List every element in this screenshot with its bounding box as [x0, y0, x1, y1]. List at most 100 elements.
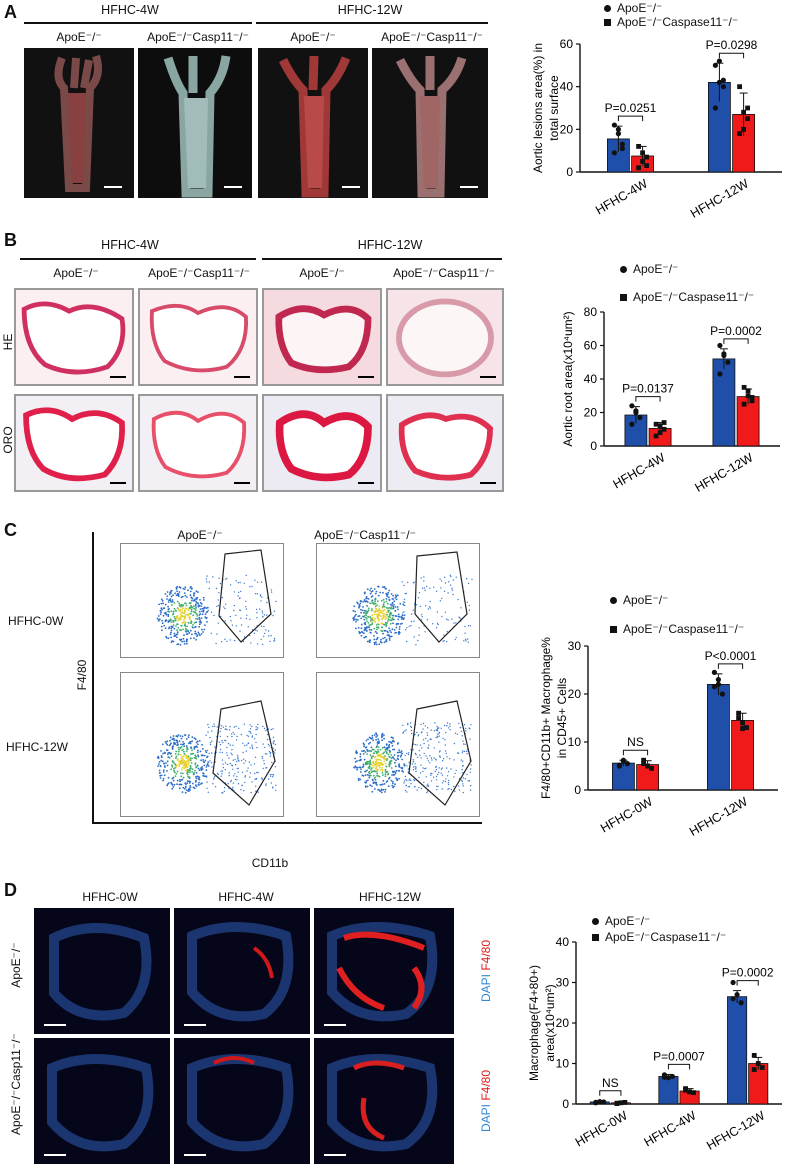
- facs-event: [251, 725, 253, 728]
- facs-event: [164, 593, 167, 595]
- facs-event: [275, 600, 277, 603]
- facs-event: [381, 768, 384, 771]
- facs-event: [373, 635, 375, 637]
- facs-event: [268, 778, 270, 780]
- p-value: P=0.0298: [706, 38, 758, 52]
- facs-event: [391, 782, 394, 785]
- facs-event: [236, 775, 238, 778]
- facs-event: [420, 614, 423, 616]
- facs-event: [205, 734, 207, 736]
- facs-event: [233, 639, 236, 642]
- panel-d-legend-2: ApoE⁻/⁻Caspase11⁻/⁻: [592, 930, 726, 944]
- facs-event: [370, 767, 373, 769]
- facs-event: [202, 772, 205, 775]
- facs-event: [209, 736, 211, 739]
- facs-event: [374, 610, 376, 613]
- facs-event: [414, 785, 416, 788]
- facs-event: [360, 758, 362, 761]
- facs-event: [388, 613, 391, 615]
- facs-event: [187, 736, 190, 738]
- facs-event: [406, 627, 408, 629]
- facs-event: [468, 604, 471, 607]
- facs-event: [362, 615, 364, 618]
- facs-event: [398, 777, 400, 780]
- facs-event: [404, 775, 407, 778]
- data-point: [687, 1089, 692, 1095]
- facs-event: [221, 751, 224, 754]
- facs-event: [469, 625, 472, 627]
- facs-event: [244, 781, 246, 784]
- facs-event: [429, 600, 431, 603]
- facs-event: [256, 612, 258, 614]
- facs-event: [179, 753, 182, 756]
- facs-event: [249, 634, 251, 637]
- facs-event: [159, 765, 162, 768]
- facs-event: [424, 768, 426, 770]
- facs-event: [239, 630, 241, 632]
- facs-event: [381, 764, 384, 766]
- facs-event: [385, 751, 388, 754]
- facs-event: [173, 616, 176, 618]
- panel-b-row-he: HE: [1, 333, 15, 351]
- category-label: HFHC-4W: [642, 1108, 699, 1149]
- facs-event: [272, 741, 275, 743]
- facs-event: [394, 765, 397, 768]
- facs-event: [386, 780, 389, 782]
- facs-event: [360, 768, 362, 771]
- facs-event: [270, 728, 273, 731]
- facs-event: [262, 767, 264, 770]
- facs-event: [466, 638, 469, 640]
- sig-bracket: [617, 115, 644, 122]
- if-image-6: [314, 1038, 454, 1164]
- facs-event: [382, 752, 384, 755]
- facs-event: [375, 638, 378, 641]
- facs-event: [206, 610, 209, 613]
- facs-event: [441, 782, 444, 784]
- facs-event: [269, 773, 272, 776]
- facs-event: [261, 596, 263, 598]
- facs-event: [380, 759, 382, 761]
- sig-bracket: [718, 52, 745, 59]
- facs-event: [384, 773, 387, 776]
- facs-event: [179, 778, 181, 781]
- facs-event: [226, 728, 228, 731]
- facs-event: [368, 776, 371, 779]
- facs-event: [187, 621, 190, 624]
- facs-event: [175, 735, 178, 737]
- facs-event: [237, 582, 239, 584]
- facs-event: [216, 605, 218, 608]
- facs-event: [377, 609, 380, 612]
- facs-event: [266, 753, 268, 755]
- facs-event: [184, 787, 186, 790]
- y-axis-label: total surface: [547, 75, 561, 141]
- facs-event: [453, 759, 455, 761]
- y-tick-label: 0: [574, 783, 581, 797]
- facs-event: [266, 601, 268, 604]
- facs-event: [442, 737, 444, 740]
- facs-event: [454, 638, 456, 641]
- facs-event: [444, 750, 447, 752]
- panel-a-legend-1: ApoE⁻/⁻: [604, 1, 662, 15]
- y-tick-label: 0: [590, 439, 597, 453]
- facs-event: [272, 774, 275, 776]
- facs-event: [369, 763, 372, 765]
- facs-event: [182, 758, 184, 761]
- facs-event: [436, 611, 439, 613]
- facs-event: [249, 747, 251, 749]
- facs-event: [182, 587, 185, 590]
- facs-event: [221, 596, 223, 599]
- facs-event: [179, 735, 182, 737]
- facs-event: [461, 768, 463, 771]
- facs-event: [180, 743, 182, 746]
- facs-event: [183, 621, 185, 624]
- facs-event: [384, 762, 387, 765]
- facs-event: [197, 767, 200, 770]
- facs-event: [166, 760, 169, 763]
- facs-event: [424, 605, 427, 607]
- facs-event: [191, 768, 194, 771]
- facs-event: [176, 590, 178, 593]
- facs-event: [366, 630, 368, 632]
- data-point: [719, 691, 725, 697]
- facs-event: [375, 732, 377, 735]
